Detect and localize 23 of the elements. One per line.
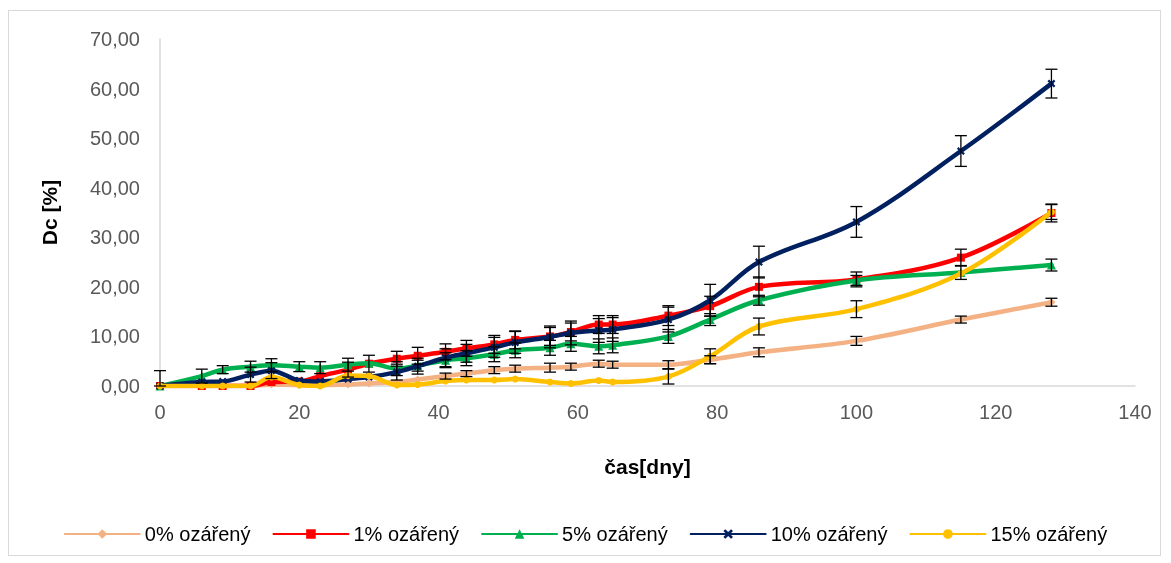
y-tick-label: 50,00 <box>89 127 140 150</box>
legend-label: 0% ozářený <box>144 523 251 545</box>
x-tick-label: 120 <box>979 401 1013 423</box>
legend-label: 1% ozářený <box>353 523 460 545</box>
legend-label: 10% ozářený <box>770 523 888 545</box>
y-tick-label: 70,00 <box>89 28 140 50</box>
x-tick-label: 0 <box>154 401 166 423</box>
legend-label: 5% ozářený <box>562 523 668 545</box>
y-tick-label: 20,00 <box>89 275 140 298</box>
y-tick-label: 60,00 <box>89 77 140 100</box>
x-tick-label: 140 <box>1118 401 1152 423</box>
y-tick-label: 40,00 <box>89 176 140 199</box>
x-tick-label: 40 <box>427 401 450 423</box>
x-tick-label: 80 <box>706 401 729 423</box>
y-tick-label: 30,00 <box>89 226 140 249</box>
x-axis-title: čas[dny] <box>604 455 691 478</box>
y-tick-label: 0,00 <box>101 375 140 397</box>
x-tick-label: 100 <box>839 401 874 423</box>
y-tick-label: 10,00 <box>89 325 140 348</box>
x-tick-label: 20 <box>288 401 311 423</box>
legend-label: 15% ozářený <box>990 523 1108 545</box>
y-axis-title: Dc [%] <box>38 179 61 246</box>
x-tick-label: 60 <box>566 401 589 423</box>
